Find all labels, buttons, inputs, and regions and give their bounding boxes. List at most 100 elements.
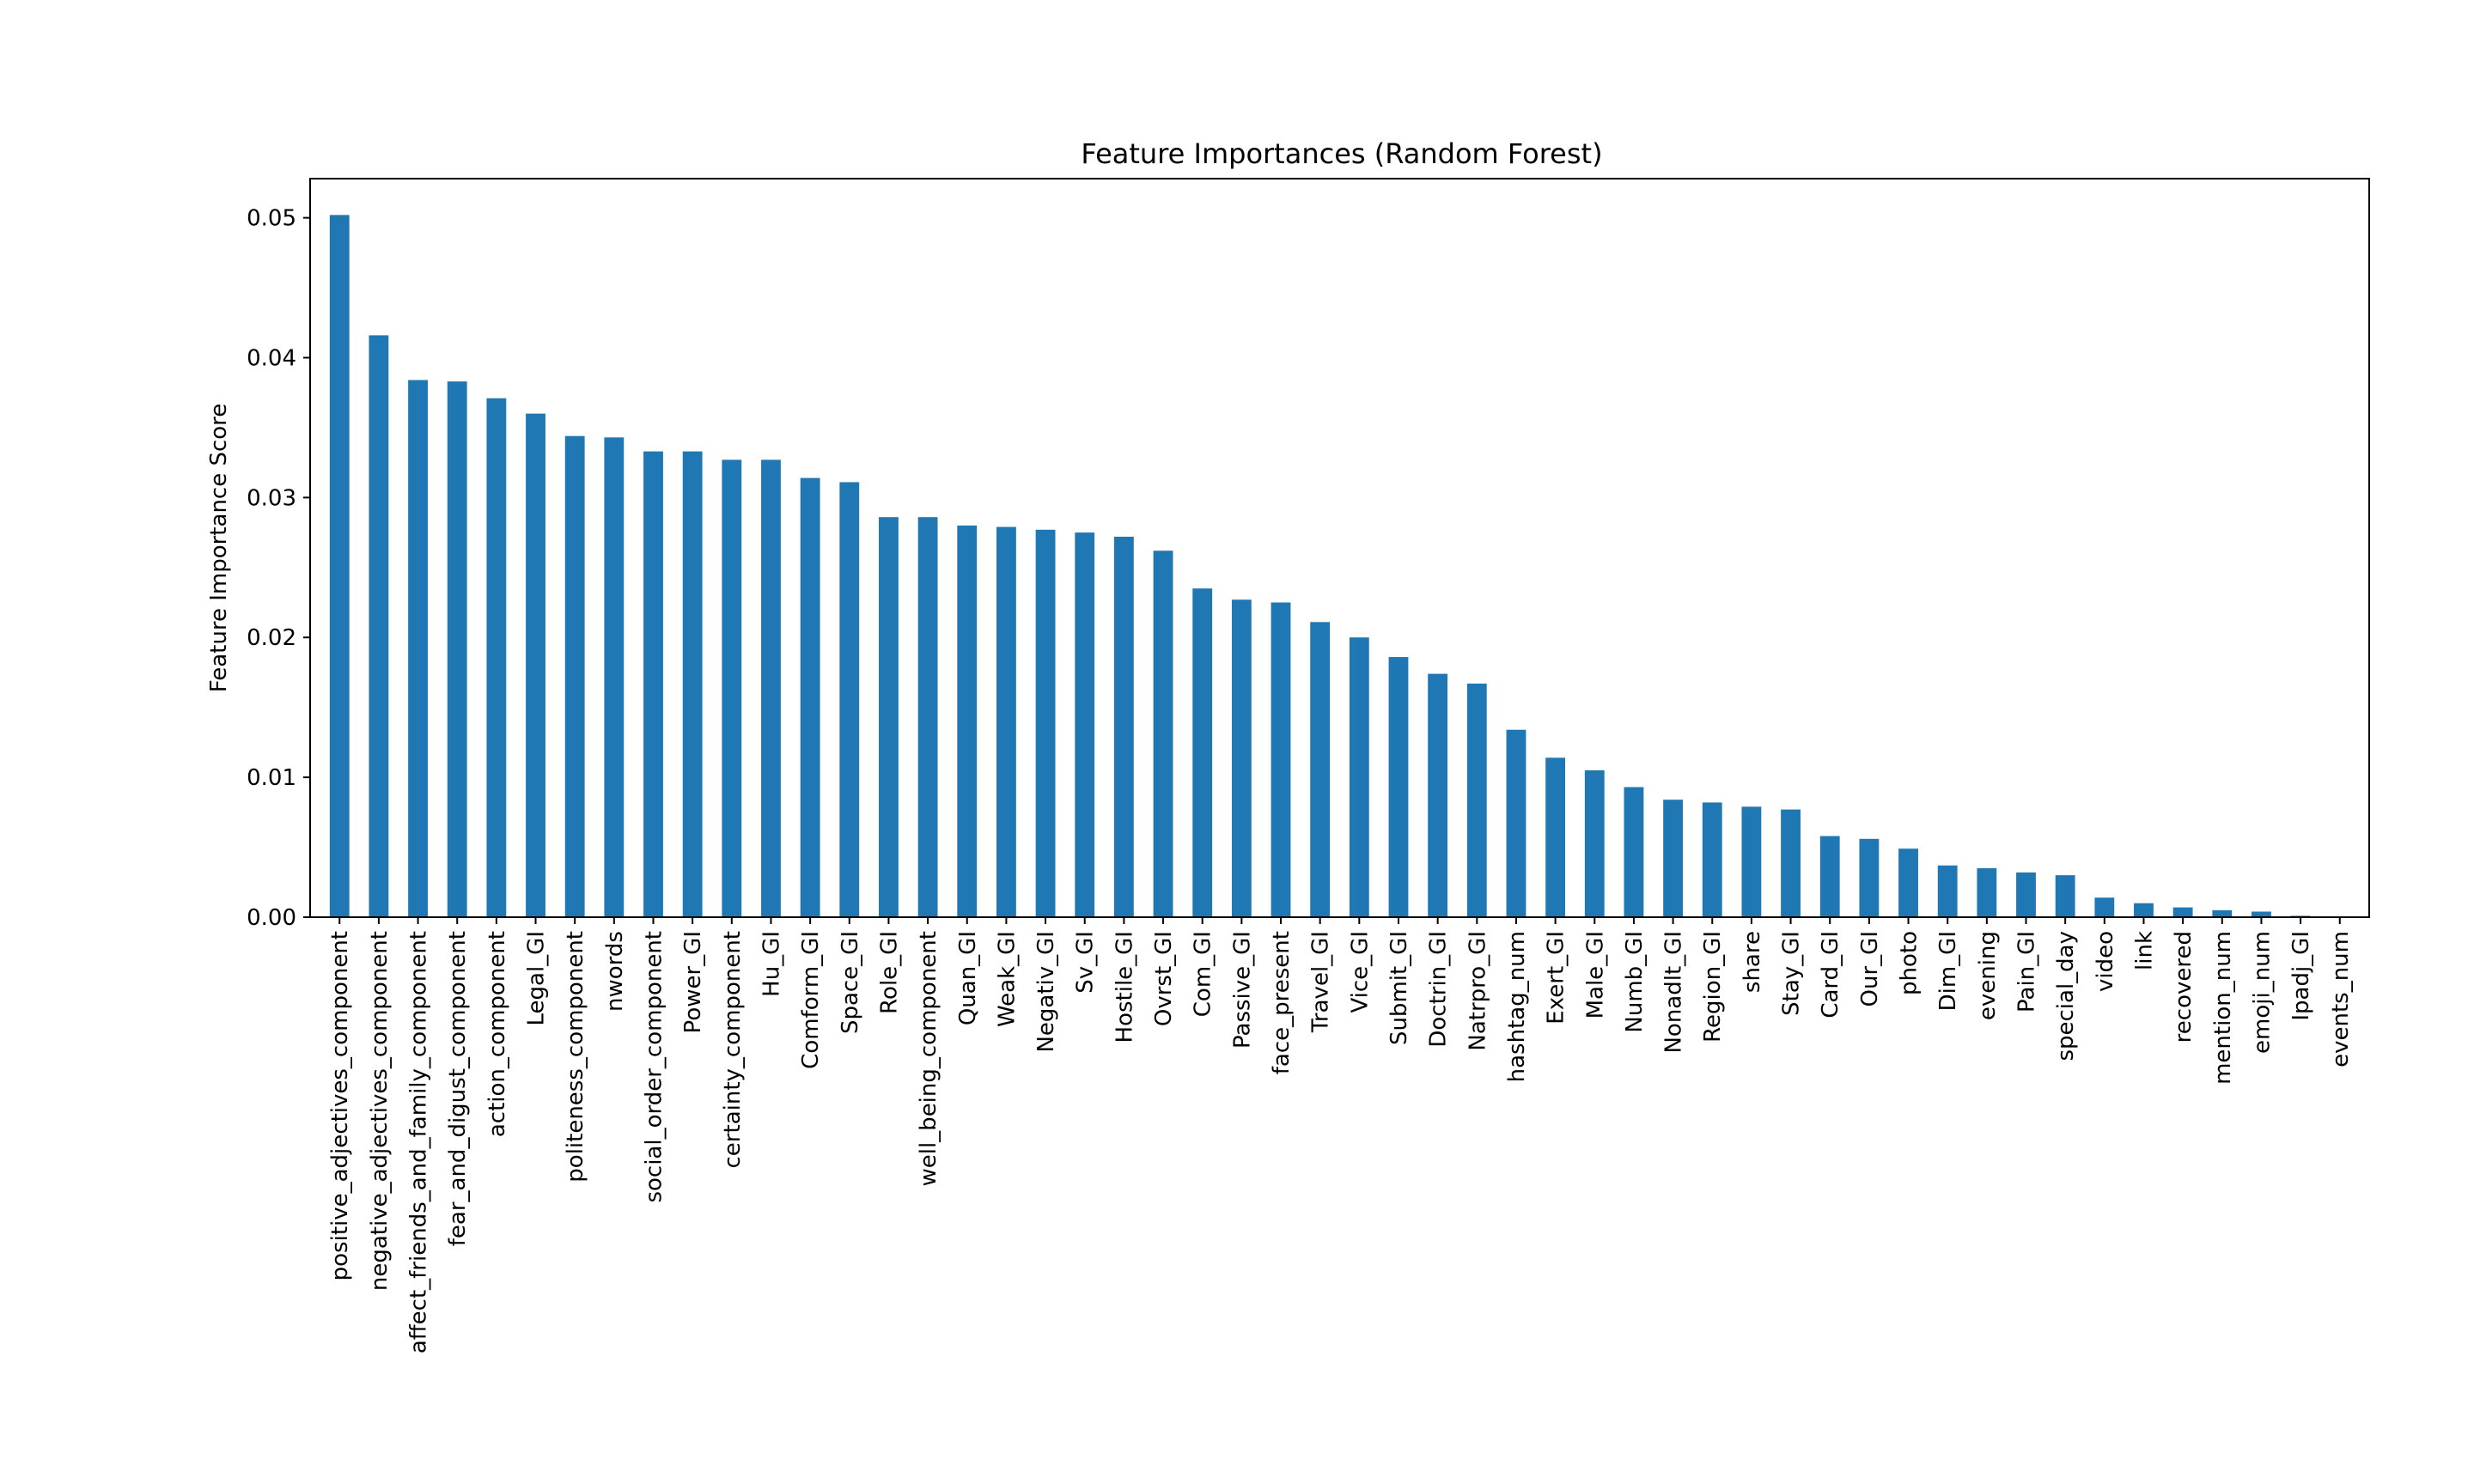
bar-Ovrst_GI — [1153, 550, 1173, 917]
bar-share — [1741, 806, 1762, 917]
x-tick-label: Ipadj_GI — [2288, 931, 2314, 1021]
bar-special_day — [2055, 875, 2075, 917]
bar-positive_adjectives_component — [329, 215, 350, 917]
chart-title: Feature Importances (Random Forest) — [1081, 137, 1602, 170]
x-axis-ticks: positive_adjectives_component negative_ad… — [327, 917, 2354, 1353]
x-tick-label: Our_GI — [1857, 931, 1883, 1007]
x-tick-label: link — [2131, 931, 2157, 970]
x-tick-label: action_component — [484, 931, 510, 1137]
x-tick-label: nwords — [602, 931, 628, 1012]
y-tick-label: 0.04 — [247, 345, 296, 371]
bar-Space_GI — [839, 482, 860, 917]
bar-Submit_GI — [1388, 657, 1409, 917]
x-tick-label: evening — [1975, 931, 2001, 1020]
bars-group — [329, 215, 2311, 918]
x-tick-label: affect_friends_and_family_component — [406, 931, 432, 1353]
bar-Passive_GI — [1231, 599, 1252, 917]
x-tick-label: Weak_GI — [994, 931, 1020, 1027]
x-tick-label: Space_GI — [838, 931, 863, 1034]
x-tick-label: Exert_GI — [1544, 931, 1569, 1025]
bar-Com_GI — [1192, 588, 1213, 917]
bar-Male_GI — [1584, 769, 1605, 917]
x-tick-label: social_order_component — [642, 931, 667, 1203]
x-tick-label: share — [1740, 931, 1765, 993]
x-tick-label: Doctrin_GI — [1426, 931, 1452, 1048]
x-tick-label: Hu_GI — [759, 931, 784, 997]
bar-Numb_GI — [1624, 787, 1644, 917]
x-tick-label: certainty_component — [720, 931, 746, 1168]
x-tick-label: Region_GI — [1700, 931, 1726, 1043]
bar-well_being_component — [917, 517, 938, 917]
x-tick-label: positive_adjectives_component — [327, 931, 353, 1280]
bar-Pain_GI — [2016, 872, 2036, 917]
y-tick-label: 0.00 — [247, 905, 296, 931]
bar-Comform_GI — [800, 477, 820, 917]
bar-Legal_GI — [526, 413, 545, 917]
x-tick-label: Negativ_GI — [1033, 931, 1059, 1053]
bar-Stay_GI — [1781, 809, 1801, 917]
x-tick-label: negative_adjectives_component — [367, 931, 393, 1291]
bar-evening — [1977, 867, 1997, 917]
bar-video — [2094, 897, 2115, 917]
bar-Weak_GI — [996, 526, 1016, 917]
bar-emoji_num — [2252, 911, 2271, 917]
bar-certainty_component — [722, 459, 742, 917]
y-tick-label: 0.01 — [247, 765, 296, 791]
x-tick-label: Vice_GI — [1347, 931, 1373, 1013]
bar-nwords — [604, 437, 625, 917]
x-tick-label: video — [2093, 931, 2118, 992]
bar-Hu_GI — [761, 459, 781, 917]
x-tick-label: events_num — [2328, 931, 2354, 1067]
x-tick-label: Male_GI — [1582, 931, 1608, 1019]
x-tick-label: Comform_GI — [798, 931, 824, 1069]
x-tick-label: emoji_num — [2249, 931, 2275, 1054]
x-tick-label: Sv_GI — [1073, 931, 1099, 994]
x-tick-label: politeness_component — [563, 931, 588, 1183]
x-tick-label: Nonadlt_GI — [1661, 931, 1687, 1054]
x-tick-label: mention_num — [2210, 931, 2236, 1085]
bar-Travel_GI — [1310, 622, 1331, 917]
bar-Role_GI — [879, 517, 899, 917]
bar-fear_and_digust_component — [447, 381, 467, 917]
x-tick-label: Hostile_GI — [1112, 931, 1137, 1043]
x-tick-label: Dim_GI — [1935, 931, 1961, 1011]
x-tick-label: face_present — [1269, 931, 1295, 1074]
bar-recovered — [2172, 907, 2193, 917]
x-tick-label: Passive_GI — [1229, 931, 1255, 1049]
x-tick-label: Natrpro_GI — [1465, 931, 1490, 1051]
bar-Card_GI — [1819, 836, 1840, 917]
bar-Power_GI — [682, 451, 703, 917]
bar-Exert_GI — [1545, 757, 1566, 917]
bar-Our_GI — [1859, 838, 1880, 917]
x-tick-label: Pain_GI — [2014, 931, 2040, 1013]
y-tick-label: 0.03 — [247, 485, 296, 511]
bar-negative_adjectives_component — [369, 335, 389, 917]
x-tick-label: photo — [1897, 931, 1923, 995]
x-tick-label: Submit_GI — [1386, 931, 1412, 1045]
plot-frame — [309, 178, 2370, 918]
x-tick-label: Quan_GI — [955, 931, 981, 1025]
bar-hashtag_num — [1506, 729, 1526, 917]
y-axis-label: Feature Importance Score — [206, 404, 232, 693]
bar-link — [2134, 903, 2154, 917]
bar-Negativ_GI — [1035, 529, 1056, 917]
x-tick-label: well_being_component — [916, 931, 941, 1187]
bar-Vice_GI — [1349, 637, 1369, 917]
bar-Doctrin_GI — [1428, 673, 1448, 917]
x-tick-label: Legal_GI — [524, 931, 550, 1026]
x-tick-label: Ovrst_GI — [1151, 931, 1177, 1026]
bar-face_present — [1271, 602, 1291, 917]
x-tick-label: Role_GI — [876, 931, 902, 1014]
bar-Quan_GI — [957, 525, 978, 917]
x-tick-label: recovered — [2171, 931, 2197, 1043]
x-tick-label: fear_and_digust_component — [445, 931, 471, 1246]
bar-affect_friends_and_family_component — [408, 380, 428, 918]
y-axis-ticks: 0.00 0.01 0.02 0.03 0.04 0.05 — [247, 206, 310, 931]
bar-mention_num — [2212, 909, 2233, 917]
x-tick-label: hashtag_num — [1504, 931, 1530, 1082]
x-tick-label: Card_GI — [1818, 931, 1843, 1019]
bar-Dim_GI — [1937, 865, 1958, 917]
bar-Natrpro_GI — [1466, 683, 1487, 917]
bar-Hostile_GI — [1113, 536, 1134, 917]
